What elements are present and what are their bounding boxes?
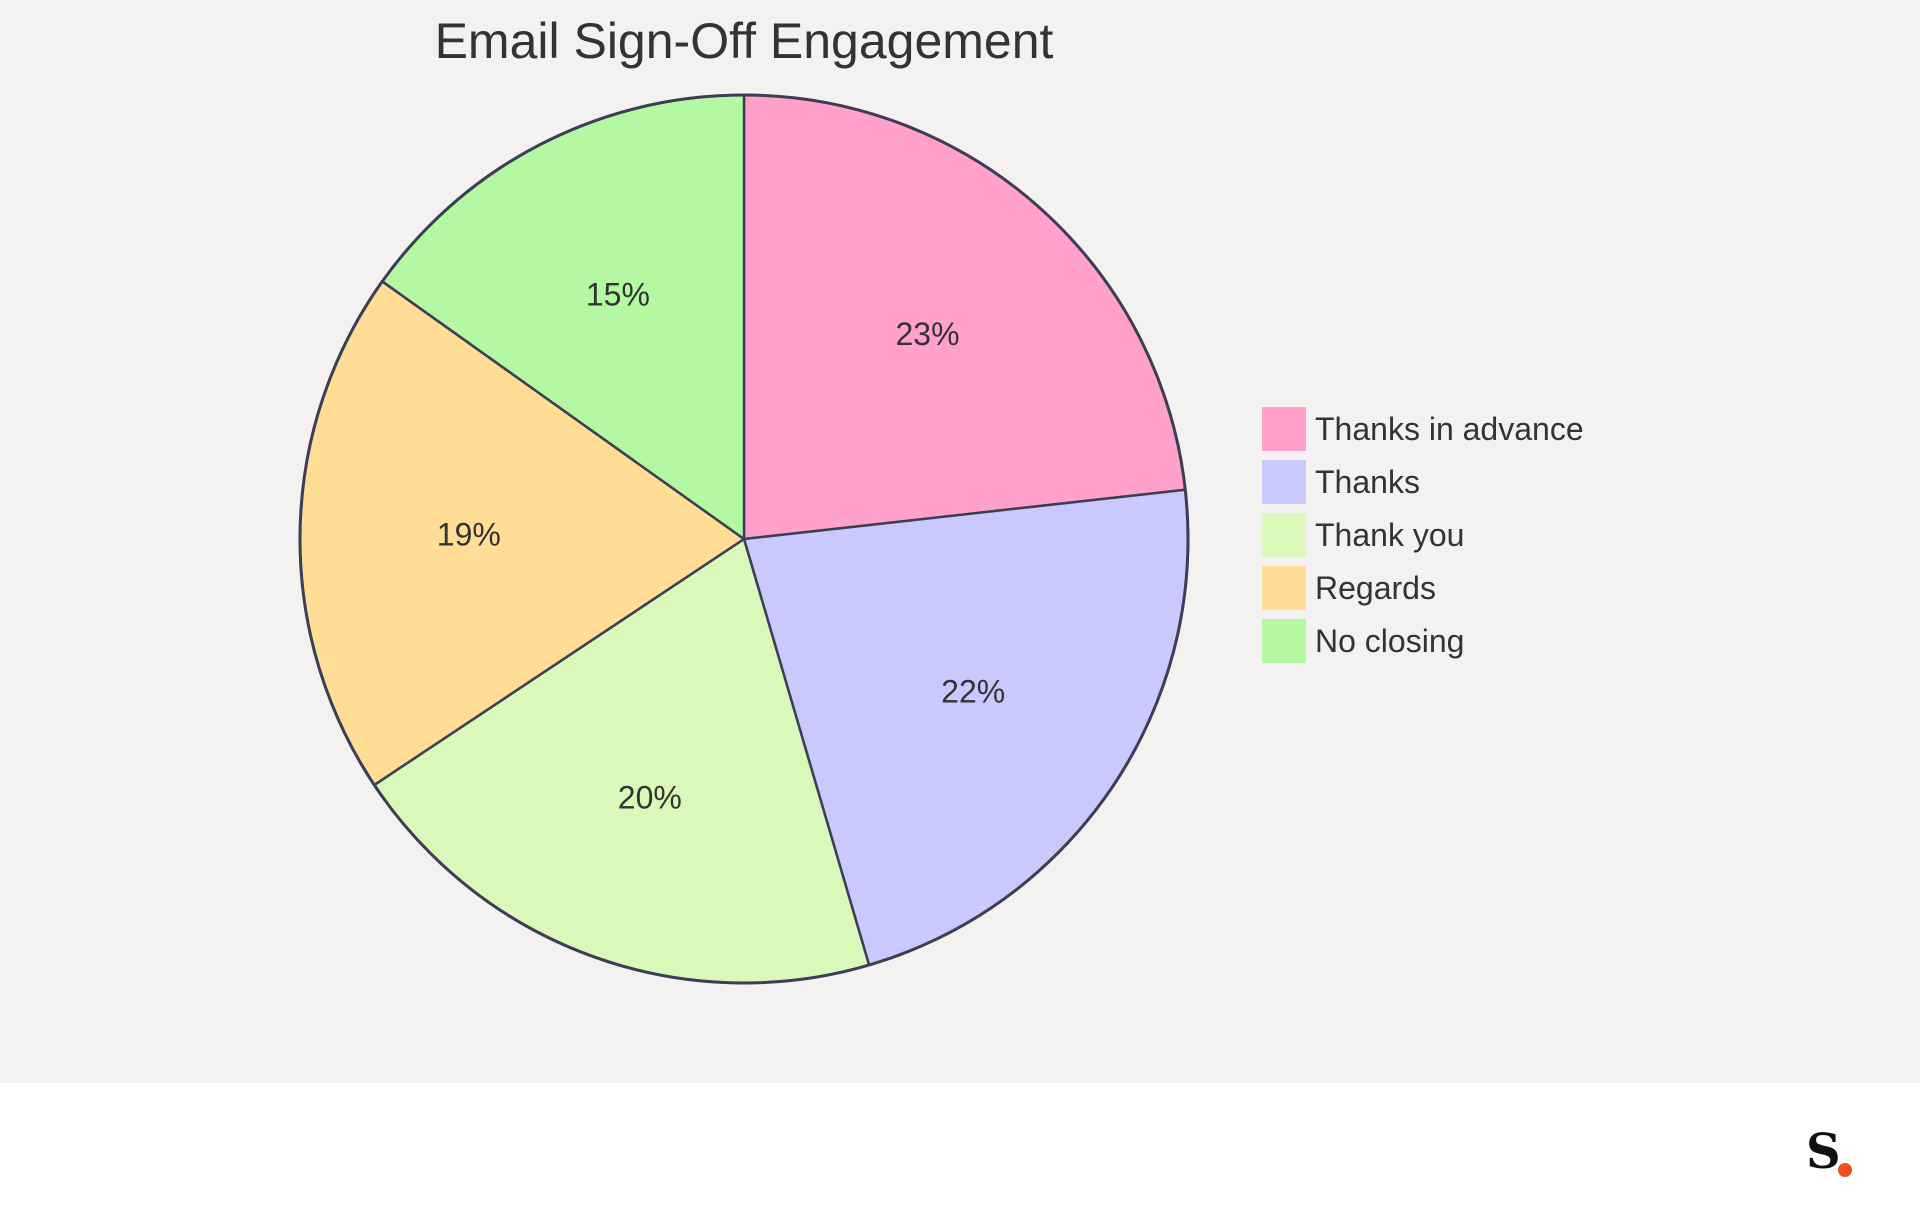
- slice-label-thanks: 22%: [941, 674, 1005, 710]
- chart-title: Email Sign-Off Engagement: [435, 13, 1054, 69]
- legend-swatch-thank-you: [1262, 513, 1306, 557]
- legend-label-regards: Regards: [1315, 570, 1436, 606]
- legend-label-thanks-in-advance: Thanks in advance: [1315, 411, 1584, 447]
- slice-label-regards: 19%: [437, 517, 501, 553]
- brand-logo: S: [1806, 1124, 1852, 1180]
- footer: [0, 1083, 1920, 1215]
- chart-area: Email Sign-Off Engagement 23% 22% 20% 19% 15…: [0, 0, 1920, 1083]
- pie-chart: Email Sign-Off Engagement 23% 22% 20% 19% 15…: [298, 13, 1584, 985]
- legend-label-thanks: Thanks: [1315, 464, 1420, 500]
- brand-logo-dot: [1838, 1163, 1852, 1177]
- slice-label-thank-you: 20%: [618, 780, 682, 816]
- pie-outline: [298, 93, 1190, 985]
- brand-logo-letter: S: [1806, 1124, 1841, 1180]
- legend-swatch-thanks: [1262, 460, 1306, 504]
- legend-swatch-no-closing: [1262, 619, 1306, 663]
- legend-swatch-regards: [1262, 566, 1306, 610]
- pie-slice-thanks-in-advance: [742, 93, 1187, 541]
- legend-label-thank-you: Thank you: [1315, 517, 1464, 553]
- legend-label-no-closing: No closing: [1315, 623, 1464, 659]
- slice-label-thanks-in-advance: 23%: [895, 316, 959, 352]
- slice-labels-group: 23% 22% 20% 19% 15%: [437, 276, 1005, 815]
- slice-label-no-closing: 15%: [586, 276, 650, 312]
- legend-swatch-thanks-in-advance: [1262, 407, 1306, 451]
- legend: Thanks in advance Thanks Thank you Regards N…: [1262, 407, 1584, 663]
- slices-group: [298, 93, 1190, 985]
